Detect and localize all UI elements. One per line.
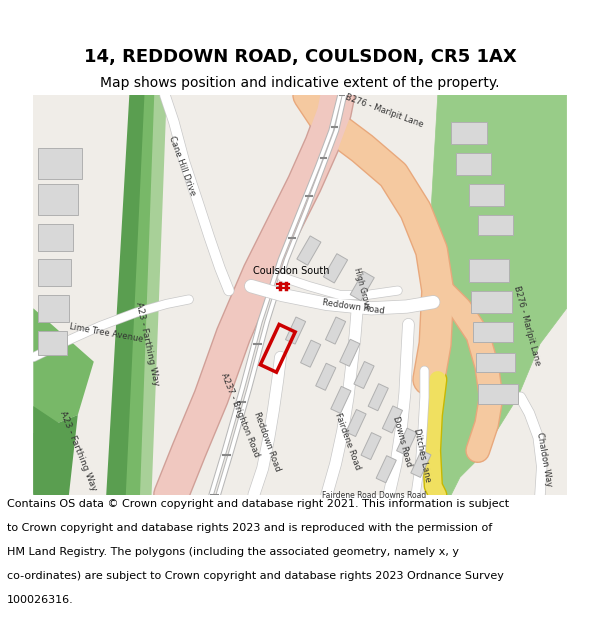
Polygon shape — [323, 254, 347, 283]
Polygon shape — [376, 456, 397, 482]
Polygon shape — [429, 95, 566, 495]
Text: Reddown Road: Reddown Road — [252, 411, 282, 472]
Polygon shape — [106, 95, 158, 495]
Polygon shape — [34, 95, 566, 495]
Polygon shape — [325, 317, 346, 344]
Polygon shape — [38, 259, 71, 286]
Text: Fairdene Road: Fairdene Road — [332, 412, 362, 471]
Polygon shape — [346, 409, 366, 436]
Polygon shape — [316, 363, 336, 390]
Polygon shape — [38, 224, 73, 251]
Polygon shape — [361, 432, 381, 459]
Text: Cane Hill Drive: Cane Hill Drive — [167, 135, 197, 198]
Polygon shape — [38, 148, 82, 179]
Text: Downs Road: Downs Road — [391, 416, 413, 468]
Text: B276 - Marlpit Lane: B276 - Marlpit Lane — [344, 92, 425, 129]
Text: to Crown copyright and database rights 2023 and is reproduced with the permissio: to Crown copyright and database rights 2… — [7, 523, 493, 533]
Text: B276 - Marlpit Lane: B276 - Marlpit Lane — [512, 285, 542, 367]
Polygon shape — [38, 184, 78, 215]
Polygon shape — [469, 184, 505, 206]
Text: Ditches Lane: Ditches Lane — [412, 428, 432, 483]
Polygon shape — [140, 95, 167, 495]
Polygon shape — [340, 339, 360, 366]
Polygon shape — [470, 291, 512, 312]
Text: High Grove: High Grove — [352, 267, 372, 311]
Text: Map shows position and indicative extent of the property.: Map shows position and indicative extent… — [100, 76, 500, 90]
Polygon shape — [301, 340, 321, 367]
Polygon shape — [382, 406, 403, 433]
Text: Downs Road: Downs Road — [379, 491, 426, 499]
Text: Reddown Road: Reddown Road — [322, 298, 385, 316]
Polygon shape — [397, 428, 417, 455]
Text: 100026316.: 100026316. — [7, 595, 74, 605]
Polygon shape — [451, 122, 487, 144]
Polygon shape — [354, 361, 374, 389]
Polygon shape — [126, 95, 165, 495]
Polygon shape — [350, 271, 374, 301]
Polygon shape — [469, 259, 509, 282]
Text: co-ordinates) are subject to Crown copyright and database rights 2023 Ordnance S: co-ordinates) are subject to Crown copyr… — [7, 571, 504, 581]
Text: A23 - Farthing Way: A23 - Farthing Way — [58, 409, 98, 492]
Polygon shape — [286, 317, 305, 344]
Polygon shape — [455, 152, 491, 175]
Polygon shape — [368, 384, 388, 411]
Polygon shape — [38, 331, 67, 354]
Polygon shape — [478, 215, 514, 236]
Text: Lime Tree Avenue: Lime Tree Avenue — [68, 322, 144, 344]
Text: Chaldon Way: Chaldon Way — [535, 431, 554, 488]
Text: HM Land Registry. The polygons (including the associated geometry, namely x, y: HM Land Registry. The polygons (includin… — [7, 547, 459, 557]
Polygon shape — [38, 295, 69, 322]
Text: Coulsdon South: Coulsdon South — [253, 266, 329, 276]
Polygon shape — [34, 415, 78, 495]
Text: Fairdene Road: Fairdene Road — [322, 491, 376, 499]
Polygon shape — [473, 322, 514, 342]
Text: Contains OS data © Crown copyright and database right 2021. This information is : Contains OS data © Crown copyright and d… — [7, 499, 509, 509]
Polygon shape — [478, 384, 518, 404]
Text: 14, REDDOWN ROAD, COULSDON, CR5 1AX: 14, REDDOWN ROAD, COULSDON, CR5 1AX — [83, 48, 517, 66]
Polygon shape — [34, 406, 60, 495]
Text: A23 - Farthing Way: A23 - Farthing Way — [134, 301, 160, 387]
Polygon shape — [331, 386, 351, 413]
Polygon shape — [297, 236, 321, 265]
Text: A237 - Brighton Road: A237 - Brighton Road — [218, 372, 260, 458]
Polygon shape — [34, 308, 94, 432]
Polygon shape — [411, 451, 431, 478]
Polygon shape — [476, 352, 515, 372]
